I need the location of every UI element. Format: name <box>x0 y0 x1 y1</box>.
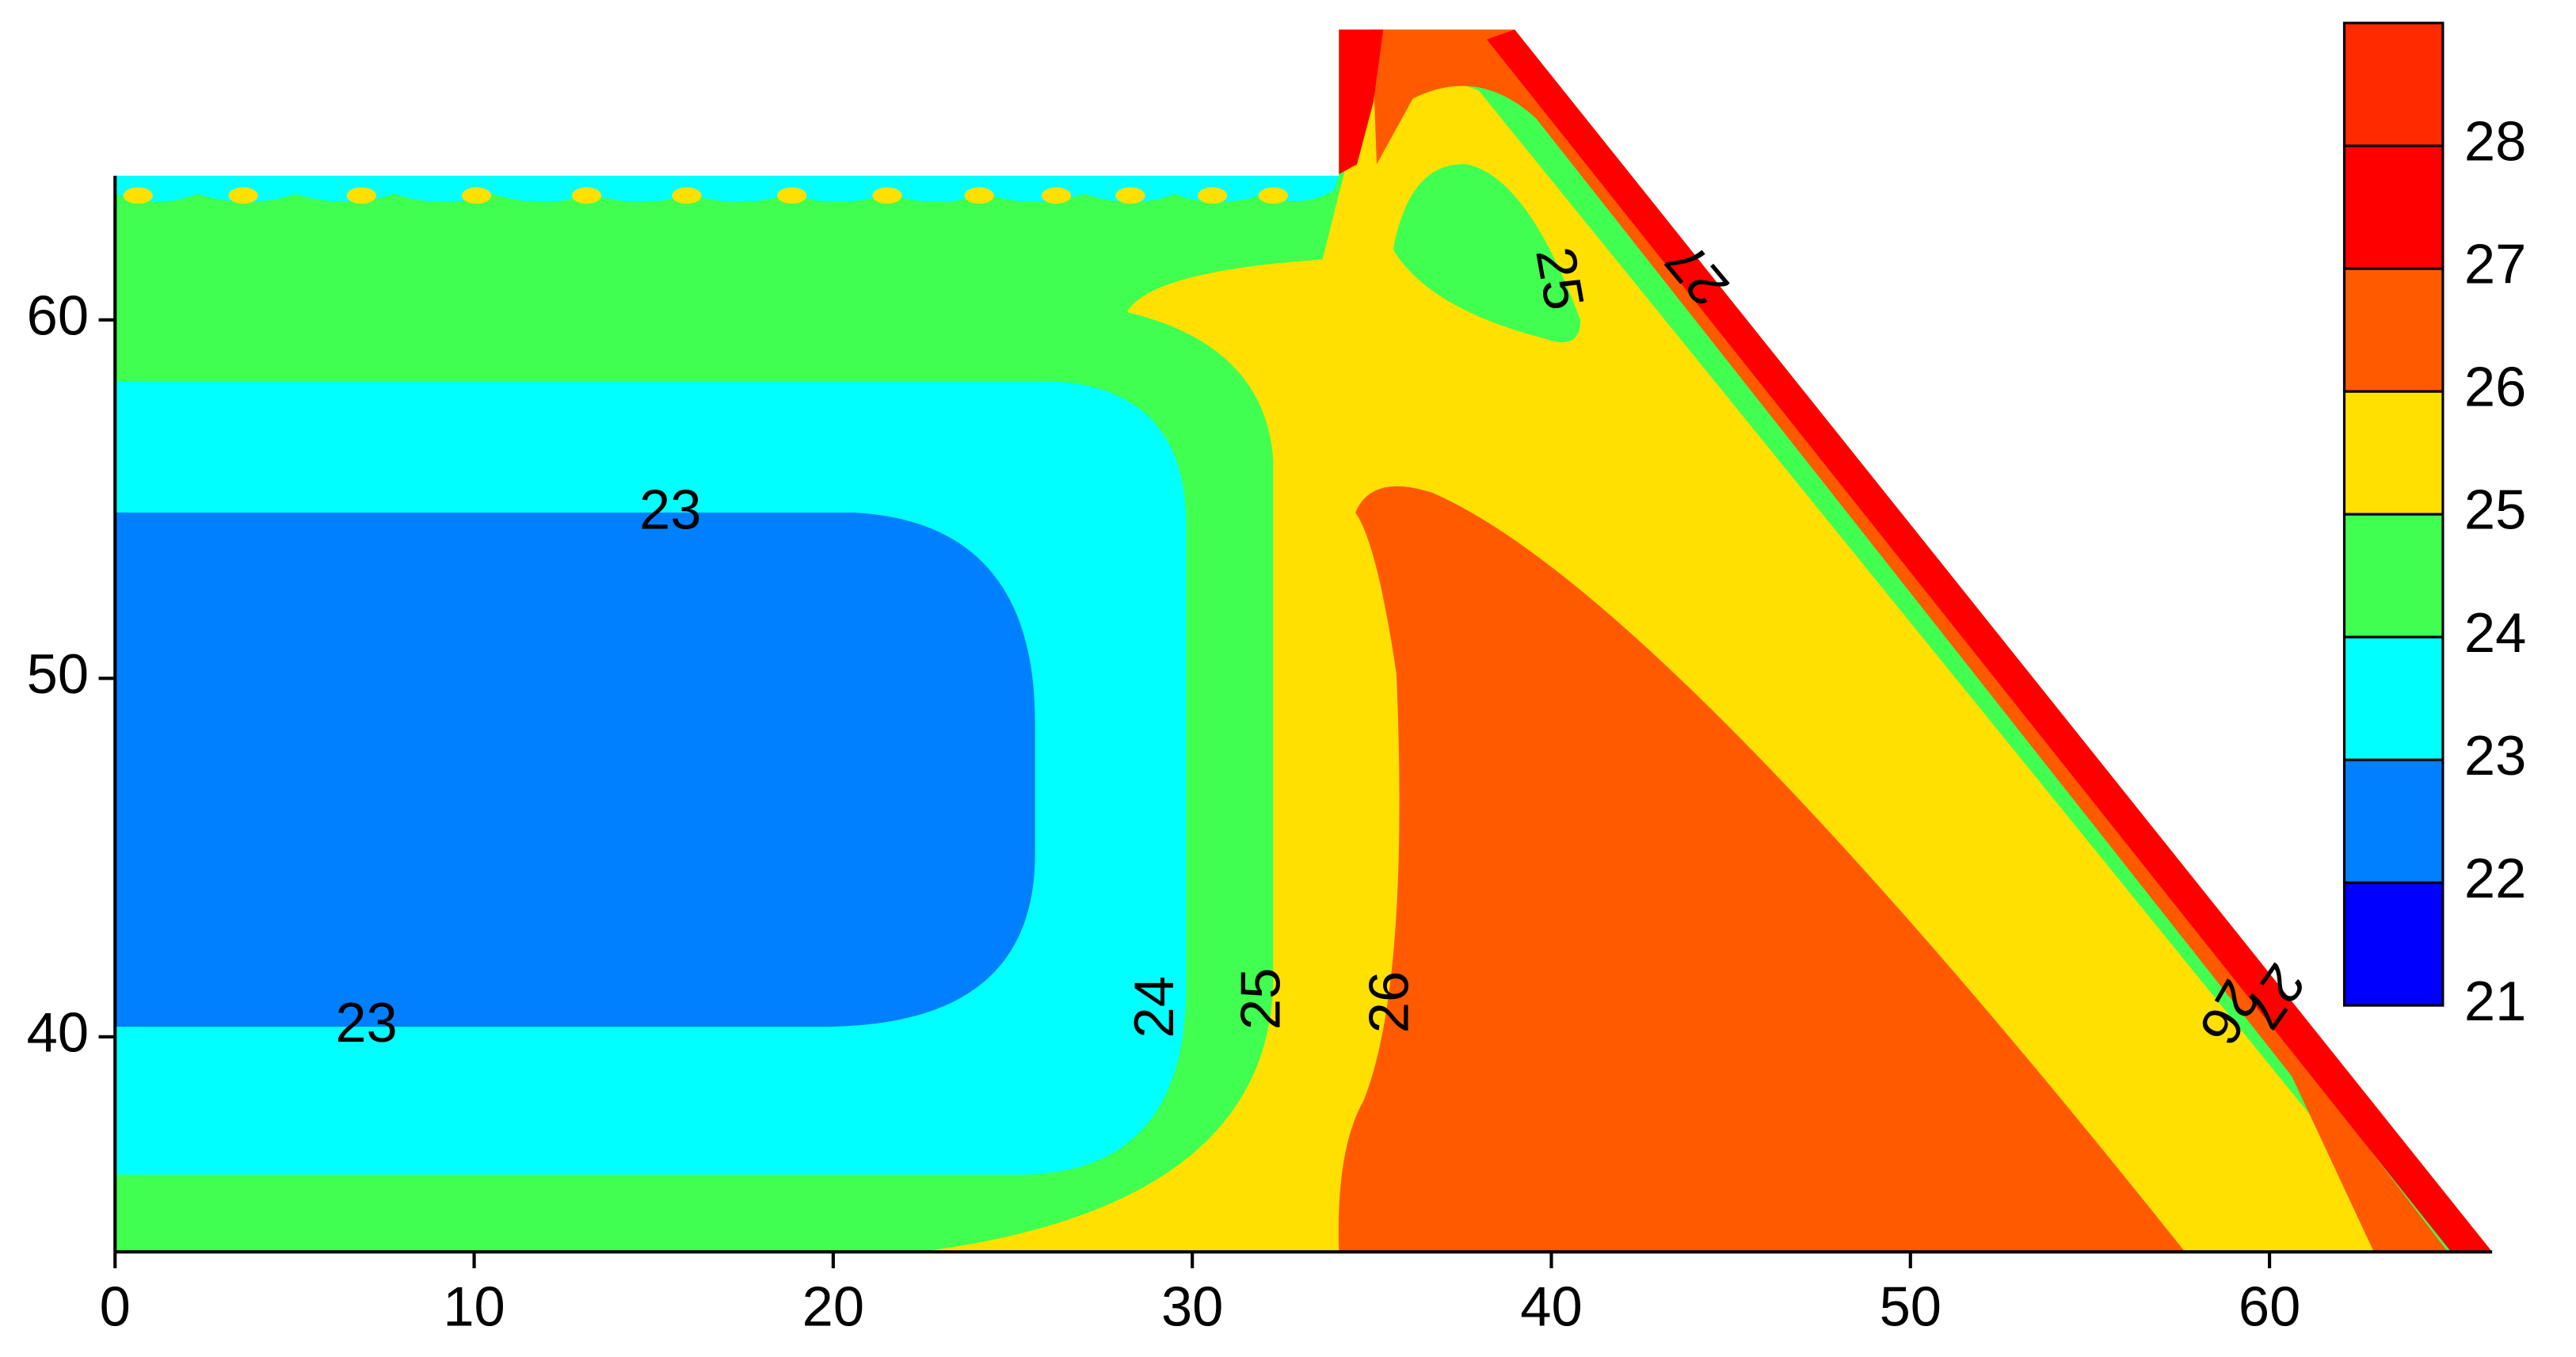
hot-spot <box>1115 187 1145 204</box>
contour-label: 26 <box>1357 971 1419 1033</box>
x-tick-label: 0 <box>100 1275 131 1338</box>
colorbar-band <box>2342 513 2445 638</box>
y-tick-label: 60 <box>27 284 89 346</box>
hot-spot <box>1041 187 1072 204</box>
x-tick-label: 20 <box>802 1275 864 1338</box>
y-tick-label: 50 <box>27 642 89 705</box>
colorbar-label: 26 <box>2464 356 2526 418</box>
hot-spot <box>964 187 994 204</box>
colorbar-band <box>2342 881 2445 1007</box>
contour-label: 23 <box>639 478 701 541</box>
contour-label: 24 <box>1122 976 1185 1038</box>
contour-band <box>1486 29 2493 1252</box>
colorbar: 21 22 23 24 25 26 27 28 <box>2342 21 2526 1032</box>
hot-spot <box>346 187 377 204</box>
colorbar-label: 24 <box>2464 601 2526 664</box>
y-tick-label: 40 <box>27 1001 89 1063</box>
x-tick-label: 60 <box>2239 1275 2300 1338</box>
colorbar-label: 25 <box>2464 478 2526 541</box>
hot-spot <box>872 187 902 204</box>
colorbar-band <box>2342 635 2445 761</box>
contour-field <box>115 29 2493 1252</box>
colorbar-label: 22 <box>2464 847 2526 909</box>
hot-spot <box>461 187 492 204</box>
contour-band <box>1393 164 1581 343</box>
hot-spot <box>571 187 602 204</box>
contour-band <box>1338 486 2185 1252</box>
hot-spot <box>123 187 153 204</box>
colorbar-band <box>2342 267 2445 393</box>
colorbar-band <box>2342 144 2445 270</box>
contour-band <box>1371 29 2448 1252</box>
hot-spot <box>1197 187 1228 204</box>
colorbar-label: 27 <box>2464 233 2526 295</box>
x-tick-label: 50 <box>1880 1275 1942 1338</box>
contour-label: 23 <box>335 991 397 1054</box>
x-tick-label: 30 <box>1161 1275 1223 1338</box>
colorbar-band <box>2342 758 2445 884</box>
hot-spot <box>777 187 807 204</box>
contour-label: 25 <box>1524 242 1596 314</box>
colorbar-label: 21 <box>2464 970 2526 1032</box>
contour-band <box>115 513 1035 1027</box>
colorbar-band <box>2342 390 2445 516</box>
contour-band <box>115 175 1339 203</box>
hot-spot <box>672 187 702 204</box>
hot-spot <box>228 187 258 204</box>
x-tick-label: 10 <box>443 1275 505 1338</box>
contour-label: 25 <box>1229 968 1292 1030</box>
contour-band <box>1339 29 1384 174</box>
colorbar-label: 28 <box>2464 110 2526 173</box>
x-tick-label: 40 <box>1520 1275 1582 1338</box>
colorbar-label: 23 <box>2464 724 2526 787</box>
hot-spot <box>1258 187 1288 204</box>
axes: 0 10 20 30 40 50 60 40 50 60 <box>27 175 2493 1338</box>
colorbar-band <box>2342 21 2445 147</box>
